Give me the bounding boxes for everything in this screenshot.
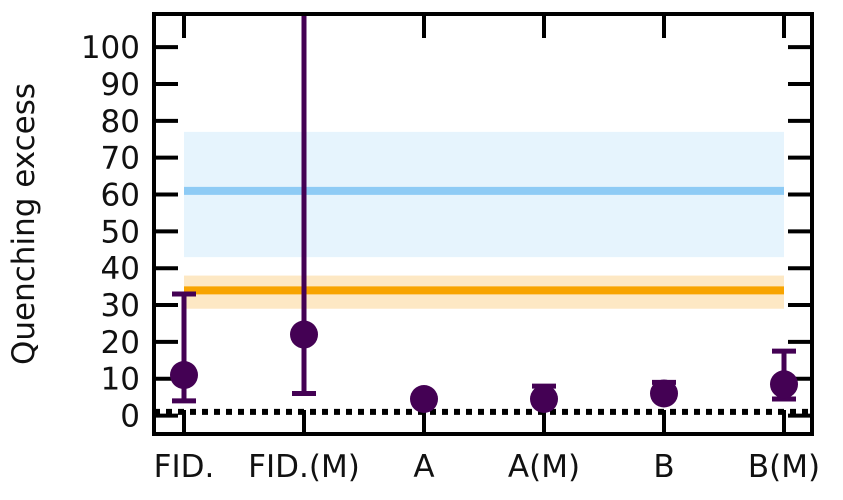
data-point xyxy=(530,385,558,413)
data-point xyxy=(770,370,798,399)
y-tick-label: 0 xyxy=(120,399,140,435)
y-tick-label: 40 xyxy=(101,251,140,287)
data-point xyxy=(410,385,438,413)
y-tick-label: 30 xyxy=(101,288,140,324)
axis-ticks xyxy=(154,14,812,434)
x-tick-label: A(M) xyxy=(508,449,580,485)
data-point xyxy=(290,320,318,349)
y-tick-label: 20 xyxy=(101,325,140,361)
plot-frame xyxy=(152,12,814,436)
data-points xyxy=(170,320,798,413)
y-axis-label: Quenching excess xyxy=(6,83,42,365)
reference-lines xyxy=(154,186,812,415)
x-tick-label: A xyxy=(413,449,434,485)
x-tick-label: FID. xyxy=(154,449,215,485)
y-tick-label: 90 xyxy=(101,67,140,103)
x-tick-label: B(M) xyxy=(748,449,820,485)
x-tick-label: B xyxy=(653,449,674,485)
y-tick-label: 70 xyxy=(101,141,140,177)
data-point xyxy=(650,379,678,408)
y-tick-label: 60 xyxy=(101,178,140,214)
y-tick-label: 50 xyxy=(101,214,140,250)
y-tick-label: 80 xyxy=(101,104,140,140)
y-tick-label: 10 xyxy=(101,362,140,398)
data-point xyxy=(170,361,198,390)
x-tick-label: FID.(M) xyxy=(248,449,360,485)
reference-bands xyxy=(184,131,784,309)
y-tick-label: 100 xyxy=(81,30,140,66)
